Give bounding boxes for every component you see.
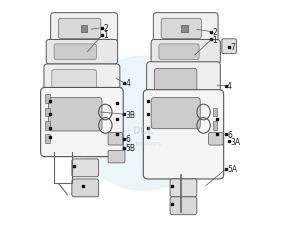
- FancyBboxPatch shape: [54, 45, 96, 60]
- Bar: [212, 135, 217, 144]
- Circle shape: [76, 57, 210, 190]
- Text: 5A: 5A: [227, 165, 237, 174]
- FancyBboxPatch shape: [170, 179, 197, 197]
- Text: DCL: DCL: [133, 125, 154, 135]
- FancyBboxPatch shape: [52, 70, 96, 89]
- Text: 1: 1: [103, 31, 108, 40]
- FancyBboxPatch shape: [153, 14, 218, 45]
- Text: 3A: 3A: [230, 137, 241, 146]
- FancyBboxPatch shape: [72, 179, 99, 197]
- Text: 2: 2: [103, 24, 108, 33]
- FancyBboxPatch shape: [40, 88, 123, 157]
- FancyBboxPatch shape: [143, 90, 224, 179]
- Text: 1: 1: [212, 36, 217, 45]
- Text: 4: 4: [125, 79, 130, 88]
- Text: 2: 2: [212, 28, 217, 37]
- Bar: [45, 122, 50, 130]
- FancyBboxPatch shape: [44, 65, 120, 94]
- FancyBboxPatch shape: [161, 19, 201, 39]
- Text: 5B: 5B: [125, 144, 135, 153]
- FancyBboxPatch shape: [170, 197, 197, 215]
- Bar: [45, 95, 50, 104]
- FancyBboxPatch shape: [147, 63, 220, 96]
- FancyBboxPatch shape: [72, 159, 99, 177]
- Bar: [181, 26, 188, 32]
- Text: 6: 6: [227, 130, 232, 139]
- Text: 7: 7: [230, 43, 235, 52]
- FancyBboxPatch shape: [51, 14, 118, 45]
- Text: 3B: 3B: [125, 110, 135, 119]
- FancyBboxPatch shape: [108, 151, 125, 163]
- FancyBboxPatch shape: [48, 98, 102, 131]
- Text: 6: 6: [125, 135, 130, 144]
- FancyBboxPatch shape: [208, 133, 223, 145]
- Bar: [45, 135, 50, 144]
- FancyBboxPatch shape: [159, 45, 199, 60]
- Bar: [212, 108, 217, 117]
- Bar: [45, 108, 50, 117]
- FancyBboxPatch shape: [151, 98, 200, 129]
- FancyBboxPatch shape: [58, 19, 101, 39]
- Text: 4: 4: [227, 82, 232, 91]
- FancyBboxPatch shape: [108, 133, 123, 145]
- Bar: [81, 26, 88, 32]
- FancyBboxPatch shape: [46, 40, 118, 65]
- FancyBboxPatch shape: [151, 40, 220, 65]
- FancyBboxPatch shape: [154, 69, 197, 91]
- Bar: [212, 122, 217, 130]
- FancyBboxPatch shape: [222, 40, 237, 54]
- Text: MOTO PARTS: MOTO PARTS: [126, 141, 161, 146]
